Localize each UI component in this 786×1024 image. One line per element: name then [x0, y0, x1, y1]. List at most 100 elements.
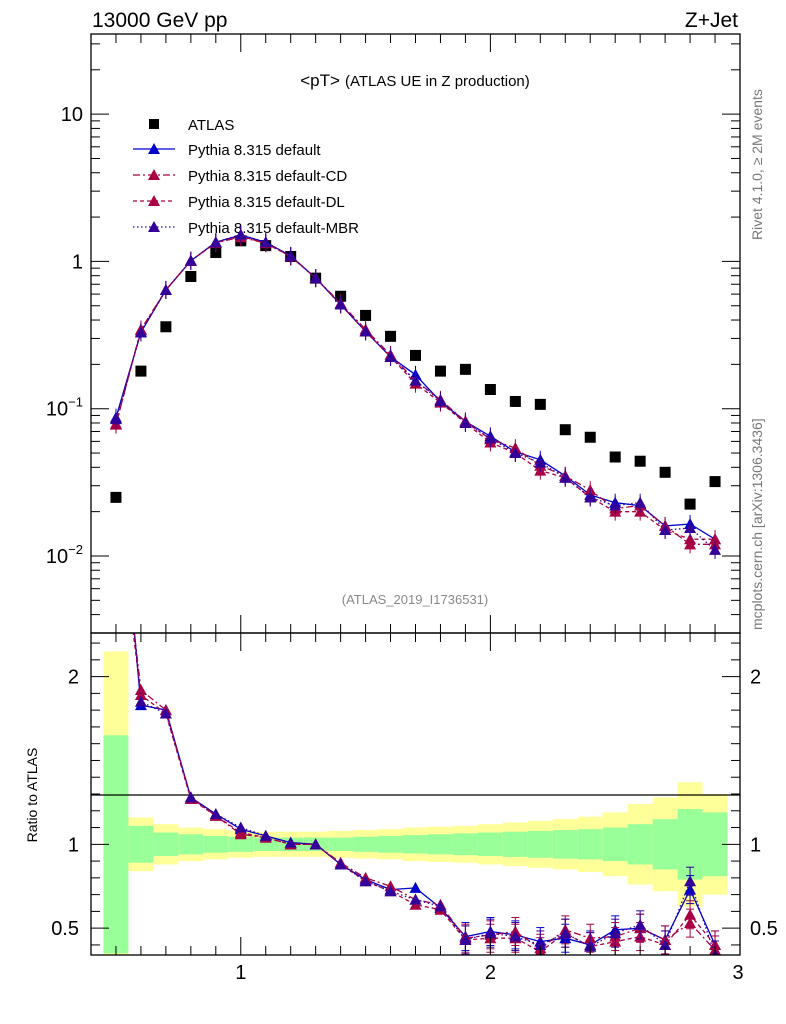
legend-item-mbr: Pythia 8.315 default-MBR: [133, 220, 359, 237]
band-inner: [228, 836, 254, 852]
point-data: [609, 451, 621, 463]
series-mbr: [109, 225, 722, 559]
ratio-axis-ticks: 0.5 0.5 1 1 2 2 1 2 3: [51, 633, 778, 984]
ratio-point-mbr: [234, 821, 247, 833]
ratio-ytick-label-right: 0.5: [750, 918, 778, 940]
band-inner: [203, 835, 229, 853]
ratio-point-mbr: [110, 436, 122, 447]
point-mbr: [484, 432, 497, 444]
plot-title-main: <pT>: [300, 71, 340, 90]
legend-label-atlas: ATLAS: [188, 117, 234, 134]
main-ytick-base: 10: [46, 399, 68, 421]
ratio-point-mbr: [409, 893, 422, 905]
point-mbr: [634, 496, 647, 508]
band-inner: [253, 837, 279, 852]
point-mbr: [709, 543, 722, 555]
rivet-label: Rivet 4.1.0, ≥ 2M events: [749, 89, 765, 240]
ratio-point-mbr: [534, 938, 547, 950]
ratio-point-mbr: [359, 875, 372, 887]
point-data: [160, 321, 172, 333]
point-mbr: [209, 236, 222, 248]
ratio-ytick-label-right: 2: [750, 667, 761, 689]
point-data: [709, 476, 721, 488]
point-mbr: [134, 326, 147, 338]
point-mbr: [109, 413, 122, 425]
point-mbr: [559, 471, 572, 483]
main-ytick-base: 10: [46, 546, 68, 568]
band-inner: [652, 819, 678, 870]
main-ytick-exponent: −1: [68, 395, 83, 410]
ratio-ytick-label-left: 1: [68, 834, 79, 856]
point-mbr: [659, 524, 672, 536]
process-label: Z+Jet: [685, 9, 738, 32]
ratio-point-mbr: [509, 930, 522, 942]
ratio-point-default: [409, 881, 422, 893]
energy-label: 13000 GeV pp: [92, 9, 227, 32]
ratio-point-mbr: [684, 875, 697, 887]
xtick-label: 3: [732, 962, 743, 984]
point-data: [135, 365, 147, 377]
main-ytick-base: 1: [72, 251, 83, 273]
band-inner: [153, 832, 179, 857]
plot-subtitle: (ATLAS UE in Z production): [345, 73, 530, 90]
point-data: [434, 365, 446, 377]
ratio-point-mbr: [134, 695, 147, 707]
point-data: [684, 498, 696, 510]
band-inner: [627, 824, 653, 865]
ratio-line-mbr: [133, 633, 716, 955]
point-mbr: [359, 325, 372, 337]
point-data: [110, 491, 122, 503]
point-data: [484, 384, 496, 396]
point-mbr: [434, 394, 447, 406]
ratio-point-mbr: [334, 858, 347, 870]
band-inner: [378, 835, 404, 853]
point-mbr: [459, 416, 472, 428]
band-inner: [452, 833, 478, 856]
point-data: [385, 330, 397, 342]
ratio-point-mbr: [609, 927, 622, 939]
ratio-ytick-label-right: 1: [750, 834, 761, 856]
ratio-point-mbr: [434, 900, 447, 912]
legend-marker-dl: [148, 195, 160, 206]
band-inner: [403, 835, 428, 854]
main-ytick-label: 10: [61, 104, 83, 126]
point-mbr: [184, 254, 197, 266]
point-mbr: [409, 374, 422, 386]
band-inner: [552, 830, 578, 859]
point-dl: [684, 533, 697, 545]
point-mbr: [259, 236, 272, 248]
main-ytick-label: 10−1: [46, 395, 83, 421]
band-inner: [602, 827, 628, 862]
point-data: [185, 270, 197, 282]
legend-item-cd: Pythia 8.315 default-CD: [133, 168, 347, 185]
band-inner: [527, 830, 553, 858]
legend: ATLAS Pythia 8.315 default Pythia 8.315 …: [133, 117, 359, 237]
point-data: [659, 466, 671, 478]
band-inner: [427, 834, 453, 855]
ratio-point-cd: [110, 469, 122, 480]
ratio-axis-label: Ratio to ATLAS: [24, 748, 40, 843]
point-data: [584, 431, 596, 443]
legend-item-atlas: ATLAS: [149, 117, 234, 134]
ratio-point-mbr: [284, 836, 297, 848]
main-ytick-base: 10: [61, 104, 83, 126]
main-series: [109, 225, 722, 559]
analysis-label: (ATLAS_2019_I1736531): [342, 592, 488, 607]
band-inner: [502, 831, 528, 857]
ratio-point-mbr: [384, 885, 397, 897]
band-inner: [577, 829, 603, 860]
ratio-line-cd: [133, 633, 716, 951]
legend-marker-cd: [148, 169, 160, 180]
ratio-point-mbr: [559, 927, 572, 939]
legend-label-cd: Pythia 8.315 default-CD: [188, 168, 347, 185]
ratio-ytick-label-left: 2: [68, 667, 79, 689]
point-data: [509, 395, 521, 407]
legend-item-default: Pythia 8.315 default: [133, 142, 321, 159]
point-mbr: [609, 499, 622, 511]
ratio-point-dl: [684, 908, 697, 920]
point-data: [459, 363, 471, 375]
point-data: [534, 398, 546, 410]
point-mbr: [384, 350, 397, 362]
point-mbr: [509, 447, 522, 459]
